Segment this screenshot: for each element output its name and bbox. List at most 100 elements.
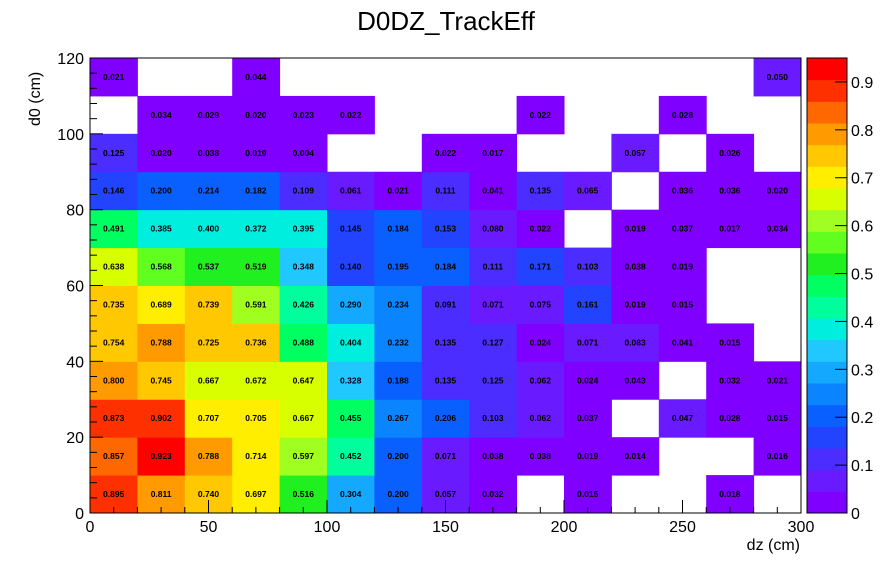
heatmap-cell	[706, 209, 755, 249]
heatmap-cell	[279, 247, 328, 286]
cell-value-label: 0.071	[435, 451, 457, 461]
cell-value-label: 0.021	[103, 72, 125, 82]
cell-value-label: 0.740	[198, 489, 220, 499]
cell-value-label: 0.667	[198, 375, 220, 385]
heatmap-cell	[184, 399, 233, 438]
cell-value-label: 0.029	[198, 110, 220, 120]
heatmap-cell	[469, 209, 518, 249]
heatmap-cell	[421, 361, 470, 400]
heatmap-cell	[137, 247, 186, 286]
heatmap-cell	[90, 361, 138, 400]
heatmap-cell	[421, 437, 470, 476]
cell-value-label: 0.015	[719, 337, 741, 347]
cell-value-label: 0.195	[387, 262, 409, 272]
cell-value-label: 0.811	[151, 489, 172, 499]
cell-value-label: 0.125	[103, 148, 125, 158]
cell-value-label: 0.725	[198, 337, 220, 347]
cell-value-label: 0.036	[672, 186, 694, 196]
heatmap-cell	[753, 209, 802, 249]
colorbar-swatch	[807, 404, 847, 427]
heatmap-cell	[374, 437, 423, 476]
heatmap-cell	[706, 323, 755, 362]
heatmap-cell	[421, 323, 470, 362]
cell-value-label: 0.032	[482, 489, 504, 499]
heatmap-cell	[327, 361, 375, 400]
heatmap-cell	[611, 285, 660, 324]
colorbar-swatch	[807, 209, 847, 232]
colorbar-tick-label: 0.4	[851, 314, 873, 331]
cell-value-label: 0.037	[672, 224, 694, 234]
cell-value-label: 0.071	[482, 299, 504, 309]
cell-value-label: 0.689	[150, 299, 172, 309]
y-tick-label: 40	[66, 354, 84, 371]
cell-value-label: 0.714	[245, 451, 267, 461]
cell-value-label: 0.044	[245, 72, 267, 82]
cell-value-label: 0.857	[103, 451, 125, 461]
x-tick-label: 200	[551, 519, 578, 536]
heatmap-cell	[516, 323, 565, 362]
heatmap-cell	[232, 285, 281, 324]
cell-value-label: 0.021	[387, 186, 409, 196]
cell-value-label: 0.161	[577, 299, 599, 309]
cell-value-label: 0.754	[103, 337, 125, 347]
cell-value-label: 0.016	[767, 451, 789, 461]
cell-value-label: 0.028	[719, 413, 741, 423]
cell-value-label: 0.135	[435, 375, 457, 385]
cell-value-label: 0.200	[387, 451, 409, 461]
chart-title: D0DZ_TrackEff	[357, 6, 535, 36]
cell-value-label: 0.020	[767, 186, 789, 196]
cell-value-label: 0.111	[483, 262, 504, 272]
cell-value-label: 0.062	[530, 413, 552, 423]
cell-value-label: 0.019	[577, 451, 599, 461]
x-tick-label: 150	[432, 519, 459, 536]
colorbar-swatch	[807, 296, 847, 319]
cell-value-label: 0.103	[577, 262, 599, 272]
heatmap-cell	[232, 247, 281, 286]
heatmap-cell	[611, 209, 660, 249]
heatmap-cell	[184, 171, 233, 211]
heatmap-cell	[658, 171, 707, 211]
heatmap-cell	[516, 209, 565, 249]
cell-value-label: 0.182	[245, 186, 267, 196]
heatmap-cell	[611, 247, 660, 286]
heatmap-cell	[469, 437, 518, 476]
cell-value-label: 0.038	[530, 451, 552, 461]
heatmap-cell	[137, 209, 186, 249]
x-tick-label: 100	[314, 519, 341, 536]
colorbar-tick-label: 0.5	[851, 267, 873, 284]
heatmap-cell	[232, 133, 281, 173]
cell-value-label: 0.234	[387, 299, 409, 309]
cell-value-label: 0.328	[340, 375, 362, 385]
cell-value-label: 0.017	[719, 224, 741, 234]
cell-value-label: 0.024	[577, 375, 599, 385]
cell-value-label: 0.455	[340, 413, 362, 423]
heatmap-cell	[658, 399, 707, 438]
cell-value-label: 0.057	[435, 489, 457, 499]
colorbar-tick-label: 0.8	[851, 123, 873, 140]
cell-value-label: 0.022	[530, 224, 552, 234]
cell-value-label: 0.153	[435, 224, 457, 234]
colorbar-swatch	[807, 231, 847, 254]
heatmap-cell	[469, 285, 518, 324]
cell-value-label: 0.071	[577, 337, 599, 347]
heatmap-cell	[232, 399, 281, 438]
heatmap-cell	[658, 95, 707, 135]
cell-value-label: 0.080	[482, 224, 504, 234]
heatmap-cell	[137, 95, 186, 135]
heatmap-cell	[469, 399, 518, 438]
cell-value-label: 0.037	[577, 413, 599, 423]
heatmap-cell	[374, 247, 423, 286]
heatmap-cell	[90, 209, 138, 249]
cell-value-label: 0.788	[150, 337, 172, 347]
heatmap-cell	[279, 361, 328, 400]
cell-value-label: 0.041	[482, 186, 504, 196]
heatmap-cell	[137, 437, 186, 476]
heatmap-cell	[90, 171, 138, 211]
heatmap-cell	[137, 399, 186, 438]
cell-value-label: 0.404	[340, 337, 362, 347]
heatmap-cell	[137, 133, 186, 173]
heatmap-cell	[611, 133, 660, 173]
heatmap-cell	[327, 285, 375, 324]
cell-value-label: 0.348	[293, 262, 315, 272]
cell-value-label: 0.034	[150, 110, 172, 120]
